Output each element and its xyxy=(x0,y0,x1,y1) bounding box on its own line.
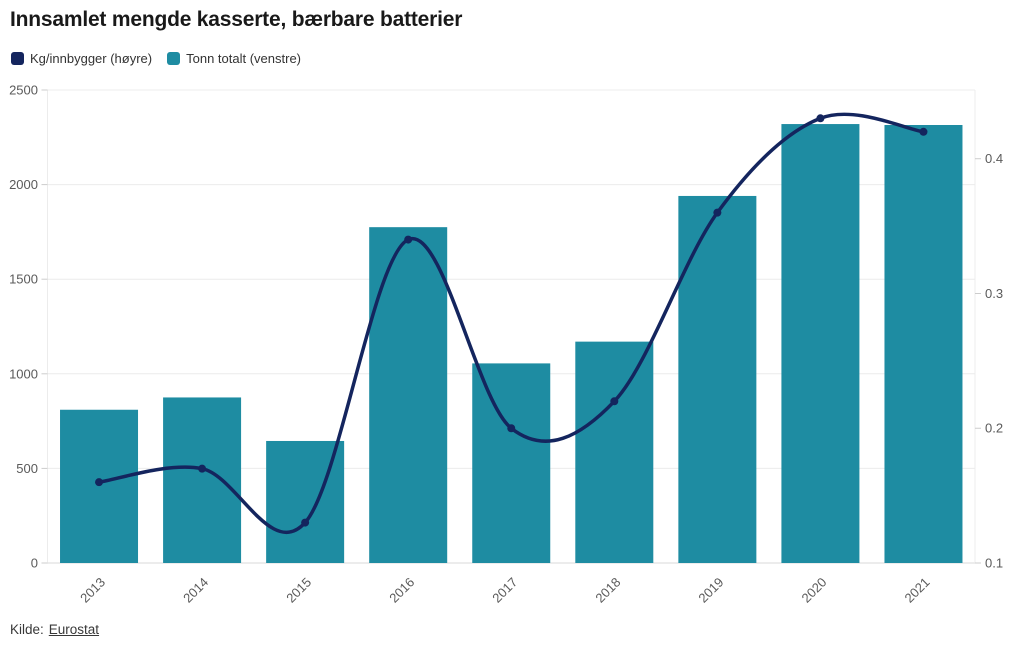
left-axis-label-0: 0 xyxy=(31,556,38,571)
legend-swatch-kg-innbygger xyxy=(11,52,24,65)
bar-2019[interactable] xyxy=(678,195,757,563)
legend-item-kg-innbygger: Kg/innbygger (høyre) xyxy=(11,51,152,66)
x-axis-label-2016: 2016 xyxy=(386,575,417,606)
kg-innbygger-line xyxy=(97,112,926,534)
bar-2018[interactable] xyxy=(575,341,654,563)
left-axis-label-500: 500 xyxy=(16,461,38,476)
x-axis-label-2014: 2014 xyxy=(180,575,211,606)
left-axis-label-2000: 2000 xyxy=(9,177,38,192)
bar-2020[interactable] xyxy=(781,124,860,563)
legend: Kg/innbygger (høyre) Tonn totalt (venstre… xyxy=(11,51,301,66)
line-series-kg-innbygger xyxy=(95,112,928,534)
x-axis-label-2017: 2017 xyxy=(489,575,520,606)
left-axis-label-1000: 1000 xyxy=(9,366,38,381)
right-axis-label-0.1: 0.1 xyxy=(985,556,1003,571)
line-point-2016[interactable] xyxy=(404,235,413,244)
legend-label-tonn-totalt: Tonn totalt (venstre) xyxy=(186,51,302,66)
bar-2013[interactable] xyxy=(60,409,139,563)
bar-2014[interactable] xyxy=(163,397,242,563)
source-prefix: Kilde: xyxy=(10,622,44,637)
bar-2017[interactable] xyxy=(472,363,551,563)
legend-swatch-tonn-totalt xyxy=(167,52,181,65)
left-axis-label-2500: 2500 xyxy=(9,83,38,98)
x-axis-label-2013: 2013 xyxy=(77,575,108,606)
legend-item-tonn-totalt: Tonn totalt (venstre) xyxy=(167,51,301,66)
x-axis-label-2019: 2019 xyxy=(695,575,726,606)
x-axis-label-2020: 2020 xyxy=(798,575,829,606)
line-point-2020[interactable] xyxy=(816,114,825,123)
line-point-2014[interactable] xyxy=(198,464,207,473)
line-point-2013[interactable] xyxy=(95,478,104,487)
line-point-2019[interactable] xyxy=(713,208,722,217)
right-axis-label-0.3: 0.3 xyxy=(985,286,1003,301)
bar-series-tonn-totalt xyxy=(60,124,963,564)
legend-label-kg-innbygger: Kg/innbygger (høyre) xyxy=(30,51,153,66)
x-axis-label-2015: 2015 xyxy=(283,575,314,606)
chart-title: Innsamlet mengde kasserte, bærbare batte… xyxy=(10,8,463,31)
line-point-2018[interactable] xyxy=(610,397,619,406)
line-point-2021[interactable] xyxy=(919,127,928,136)
x-axis-label-2021: 2021 xyxy=(902,575,933,606)
source-line: Kilde: Eurostat xyxy=(10,622,99,637)
bar-2021[interactable] xyxy=(884,125,963,563)
x-axis-label-2018: 2018 xyxy=(592,575,623,606)
line-point-2017[interactable] xyxy=(507,424,516,433)
left-axis-label-1500: 1500 xyxy=(9,272,38,287)
right-axis-label-0.2: 0.2 xyxy=(985,421,1003,436)
bar-2016[interactable] xyxy=(369,227,448,564)
source-link[interactable]: Eurostat xyxy=(48,622,100,637)
right-axis-label-0.4: 0.4 xyxy=(985,151,1003,166)
line-point-2015[interactable] xyxy=(301,518,310,527)
